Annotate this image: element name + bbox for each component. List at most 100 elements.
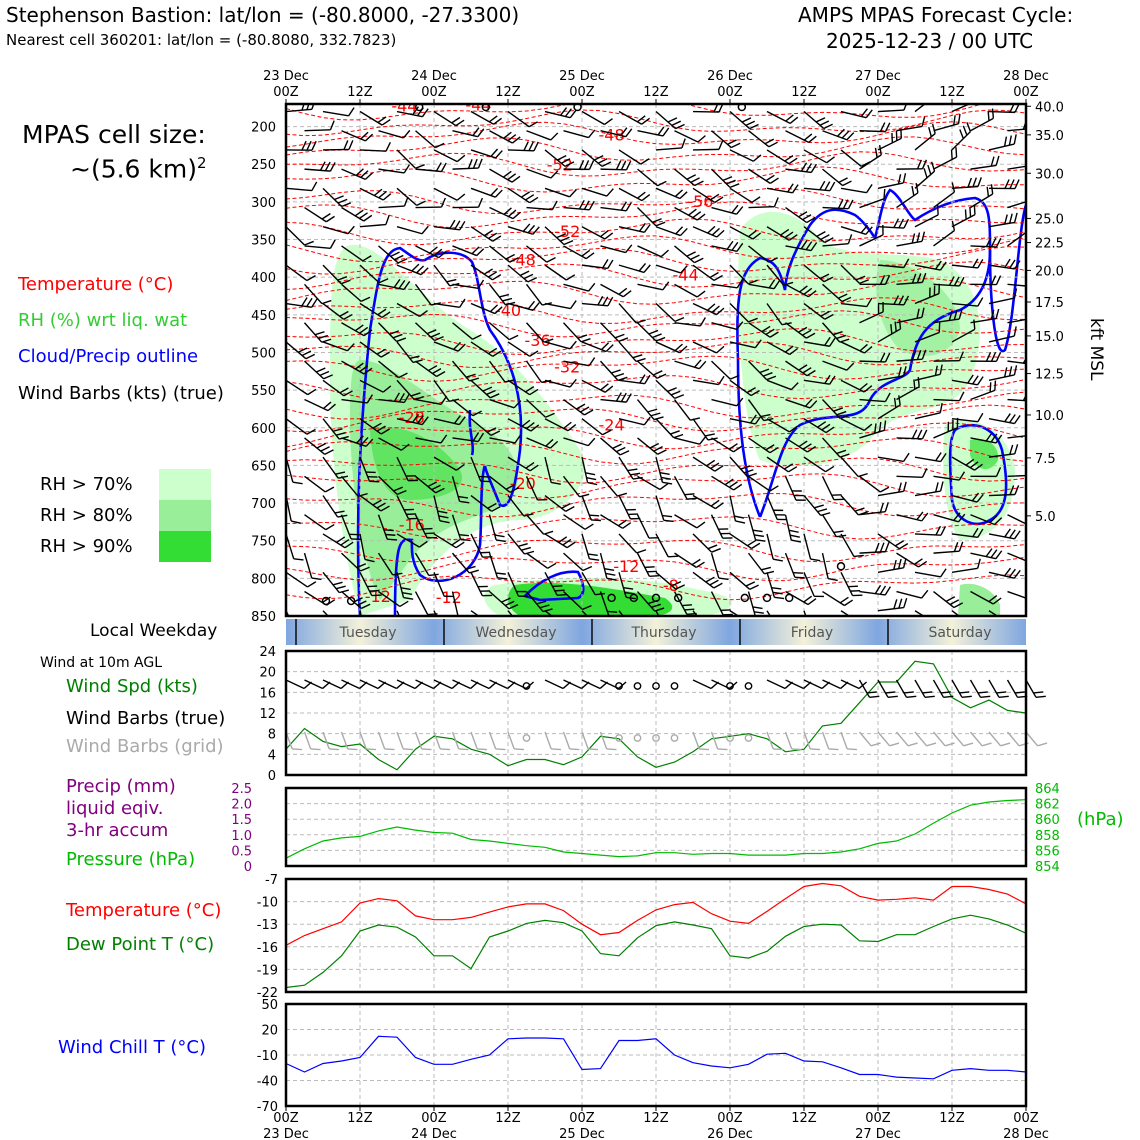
- bottom-hour-label: 12Z: [791, 1111, 817, 1126]
- wind-barb: [711, 240, 744, 252]
- wind-barb: [415, 360, 446, 378]
- wind-barb: [396, 731, 414, 751]
- rh80-swatch: [159, 500, 211, 531]
- wind-barb: [470, 610, 493, 616]
- wind-barb: [526, 168, 559, 179]
- wind-barb: [711, 397, 744, 407]
- wind-barb: [415, 245, 447, 259]
- wind-barb: [785, 206, 816, 224]
- kft-tick-label: 15.0: [1035, 330, 1064, 345]
- wind-barb: [286, 379, 317, 396]
- wind-barb: [562, 475, 590, 498]
- kft-tick-label: 40.0: [1035, 100, 1064, 115]
- wind-barb: [433, 187, 466, 201]
- wind-barb: [359, 142, 392, 152]
- wind-barb: [859, 420, 887, 439]
- wind-barb: [581, 533, 600, 561]
- wind-barb: [970, 275, 1002, 286]
- calm-marker: [836, 562, 846, 571]
- wind-barb: [304, 360, 333, 380]
- wind-barb: [896, 429, 928, 440]
- wind-barb: [896, 468, 928, 479]
- wind-barb: [1025, 571, 1026, 582]
- wind-barb: [674, 514, 706, 529]
- wind-barb: [970, 237, 1002, 248]
- wind-barb: [600, 127, 633, 138]
- wind-barb: [951, 456, 983, 471]
- pressure-tick-label: 856: [1035, 844, 1060, 859]
- wind-barb: [1007, 119, 1026, 132]
- top-hour-label: 12Z: [495, 85, 521, 100]
- wind-barb: [544, 264, 576, 281]
- pressure-tick-label: 858: [1035, 829, 1060, 844]
- calm-marker: [673, 593, 683, 603]
- wind-barb: [286, 181, 318, 192]
- wind-barb: [674, 359, 707, 370]
- wind-tick-label: 24: [259, 645, 276, 660]
- wind-barb: [859, 225, 884, 247]
- wind-barb: [692, 731, 710, 751]
- wind-barb: [433, 219, 466, 231]
- temperature-contour-label: -44: [673, 266, 699, 285]
- wind-barb: [785, 322, 816, 339]
- calm-marker: [615, 734, 623, 742]
- wind-barb: [729, 610, 753, 616]
- wind-barb: [655, 533, 679, 558]
- wind-barb: [951, 412, 984, 423]
- top-date-label: 28 Dec: [1003, 69, 1049, 84]
- wind-barb: [322, 731, 340, 751]
- wind-barb: [729, 264, 758, 285]
- temperature-contour: [286, 246, 1026, 275]
- wind-barb: [729, 414, 762, 425]
- wind-barb: [581, 149, 612, 168]
- wind-barb: [674, 245, 704, 264]
- wind-barb: [489, 322, 519, 341]
- wind-barb: [970, 351, 1002, 362]
- wind-barb: [951, 374, 984, 386]
- bottom-hour-label: 12Z: [939, 1111, 965, 1126]
- wind-barb: [322, 533, 354, 549]
- wind-barb: [914, 452, 947, 463]
- wind-barb: [896, 552, 928, 568]
- temperature-contour-label: -44: [465, 96, 491, 115]
- wind-barb: [304, 398, 336, 412]
- wind-barb: [304, 514, 335, 531]
- wind-barb: [637, 437, 667, 455]
- precip-unit-label: liquid eqiv.: [66, 798, 164, 819]
- weekday-day-label: Thursday: [630, 625, 696, 641]
- wind-barb: [803, 226, 834, 244]
- wind-barb: [785, 240, 818, 252]
- wind-barb: [581, 456, 598, 486]
- wind-barb: [914, 205, 939, 228]
- pressure-tick-label: 850: [251, 610, 276, 625]
- bottom-hour-label: 12Z: [347, 1111, 373, 1126]
- wind-barb: [655, 456, 673, 485]
- wind-barb: [766, 418, 798, 433]
- wind-barb: [914, 481, 944, 497]
- cell-size-label: MPAS cell size:: [22, 120, 206, 149]
- wind-barb: [821, 437, 850, 458]
- wind-barb: [803, 374, 836, 385]
- wind-barb: [711, 360, 740, 380]
- wind-barb: [803, 302, 834, 320]
- wind-barb: [710, 514, 733, 539]
- pressure-unit-label: (hPa): [1077, 809, 1124, 830]
- wind-barb: [859, 542, 890, 554]
- kft-tick-label: 30.0: [1035, 167, 1064, 182]
- wind-barb: [766, 572, 785, 600]
- wind-barb: [359, 456, 380, 483]
- wind-barb: [784, 552, 805, 579]
- wind-barb: [322, 187, 352, 208]
- wind-barb: [286, 418, 316, 435]
- pressure-tick-label: 750: [251, 535, 276, 550]
- wind-barb: [785, 283, 817, 298]
- wind-barb: [914, 731, 937, 747]
- pressure-panel-frame: [284, 786, 1028, 868]
- wind-barb: [415, 162, 447, 173]
- weekday-day-label: Friday: [791, 625, 833, 641]
- wind-barb: [433, 110, 465, 127]
- wind-barb: [748, 475, 779, 492]
- wind-barb: [286, 226, 314, 246]
- rh70-swatch: [159, 469, 211, 500]
- wind-barb: [322, 379, 353, 397]
